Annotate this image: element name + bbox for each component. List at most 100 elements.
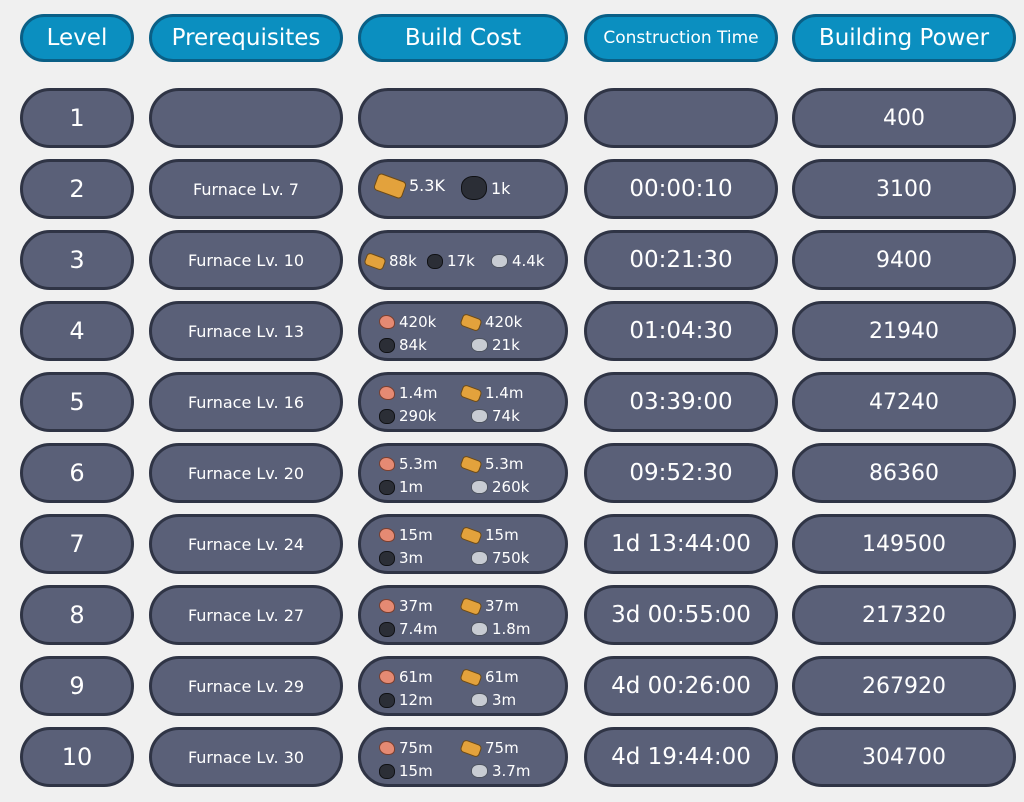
cost-item: 1k [461,176,510,200]
cost-value: 290k [399,407,437,425]
prerequisite-cell: Furnace Lv. 16 [149,372,343,432]
cost-item: 75m [379,739,433,757]
construction-time-cell [584,88,778,148]
wood-icon [459,525,483,545]
cost-value: 12m [399,691,433,709]
level-cell: 2 [20,159,134,219]
cost-value: 37m [399,597,433,615]
coal-icon [379,550,395,566]
cost-item: 61m [379,668,433,686]
level-cell: 7 [20,514,134,574]
cost-item: 290k [379,407,436,425]
cost-item: 5.3m [459,454,524,474]
meat-icon [379,528,395,542]
cost-item: 420k [379,313,436,331]
cost-value: 17k [447,252,475,270]
cost-value: 3m [492,691,517,709]
coal-icon [379,621,395,637]
level-cell: 1 [20,88,134,148]
building-power-cell: 86360 [792,443,1016,503]
cost-value: 1.4m [485,384,524,402]
building-power-cell: 400 [792,88,1016,148]
cost-item: 17k [427,252,475,270]
build-cost-cell: 5.3m 5.3m 1m 260k [358,443,568,503]
header-prerequisites: Prerequisites [149,14,343,62]
wood-icon [372,171,408,200]
building-power-cell: 149500 [792,514,1016,574]
building-power-cell: 9400 [792,230,1016,290]
coal-icon [379,479,395,495]
construction-time-cell: 03:39:00 [584,372,778,432]
iron-icon [471,480,488,494]
meat-icon [379,741,395,755]
level-cell: 9 [20,656,134,716]
header-level: Level [20,14,134,62]
prerequisite-cell: Furnace Lv. 29 [149,656,343,716]
coal-icon [379,337,395,353]
cost-value: 61m [485,668,519,686]
cost-value: 37m [485,597,519,615]
header-build-cost: Build Cost [358,14,568,62]
cost-value: 3.7m [492,762,531,780]
cost-item: 74k [471,407,520,425]
construction-time-cell: 09:52:30 [584,443,778,503]
wood-icon [459,667,483,687]
construction-time-cell: 00:00:10 [584,159,778,219]
cost-value: 15m [485,526,519,544]
cost-value: 84k [399,336,427,354]
cost-value: 3m [399,549,424,567]
cost-item: 15m [379,762,433,780]
header-building-power: Building Power [792,14,1016,62]
construction-time-cell: 1d 13:44:00 [584,514,778,574]
meat-icon [379,386,395,400]
iron-icon [471,693,488,707]
cost-value: 5.3m [485,455,524,473]
cost-item: 3m [471,691,516,709]
cost-value: 15m [399,762,433,780]
building-power-cell: 267920 [792,656,1016,716]
iron-icon [471,551,488,565]
cost-item: 75m [459,738,519,758]
construction-time-cell: 4d 00:26:00 [584,656,778,716]
build-cost-cell: 5.3K 1k [358,159,568,219]
cost-value: 420k [485,313,523,331]
wood-icon [459,312,483,332]
prerequisite-cell: Furnace Lv. 27 [149,585,343,645]
cost-item: 12m [379,691,433,709]
cost-item: 61m [459,667,519,687]
cost-item: 21k [471,336,520,354]
coal-icon [379,763,395,779]
cost-item: 5.3m [379,455,437,473]
build-cost-cell: 420k 420k 84k 21k [358,301,568,361]
cost-value: 1.8m [492,620,531,638]
cost-value: 61m [399,668,433,686]
coal-icon [461,176,487,200]
cost-value: 1.4m [399,384,438,402]
build-cost-cell: 15m 15m 3m 750k [358,514,568,574]
iron-icon [471,338,488,352]
building-power-cell: 21940 [792,301,1016,361]
prerequisite-cell: Furnace Lv. 24 [149,514,343,574]
cost-item: 7.4m [379,620,437,638]
wood-icon [459,738,483,758]
level-cell: 4 [20,301,134,361]
cost-value: 21k [492,336,520,354]
build-cost-cell [358,88,568,148]
cost-value: 15m [399,526,433,544]
level-cell: 5 [20,372,134,432]
cost-item: 37m [459,596,519,616]
building-power-cell: 3100 [792,159,1016,219]
build-cost-cell: 37m 37m 7.4m 1.8m [358,585,568,645]
build-cost-cell: 1.4m 1.4m 290k 74k [358,372,568,432]
iron-icon [471,409,488,423]
cost-value: 4.4k [512,252,545,270]
wood-icon [459,454,483,474]
building-power-cell: 304700 [792,727,1016,787]
build-cost-cell: 88k 17k 4.4k [358,230,568,290]
iron-icon [471,764,488,778]
meat-icon [379,599,395,613]
wood-icon [459,596,483,616]
build-cost-cell: 75m 75m 15m 3.7m [358,727,568,787]
level-cell: 6 [20,443,134,503]
prerequisite-cell: Furnace Lv. 7 [149,159,343,219]
